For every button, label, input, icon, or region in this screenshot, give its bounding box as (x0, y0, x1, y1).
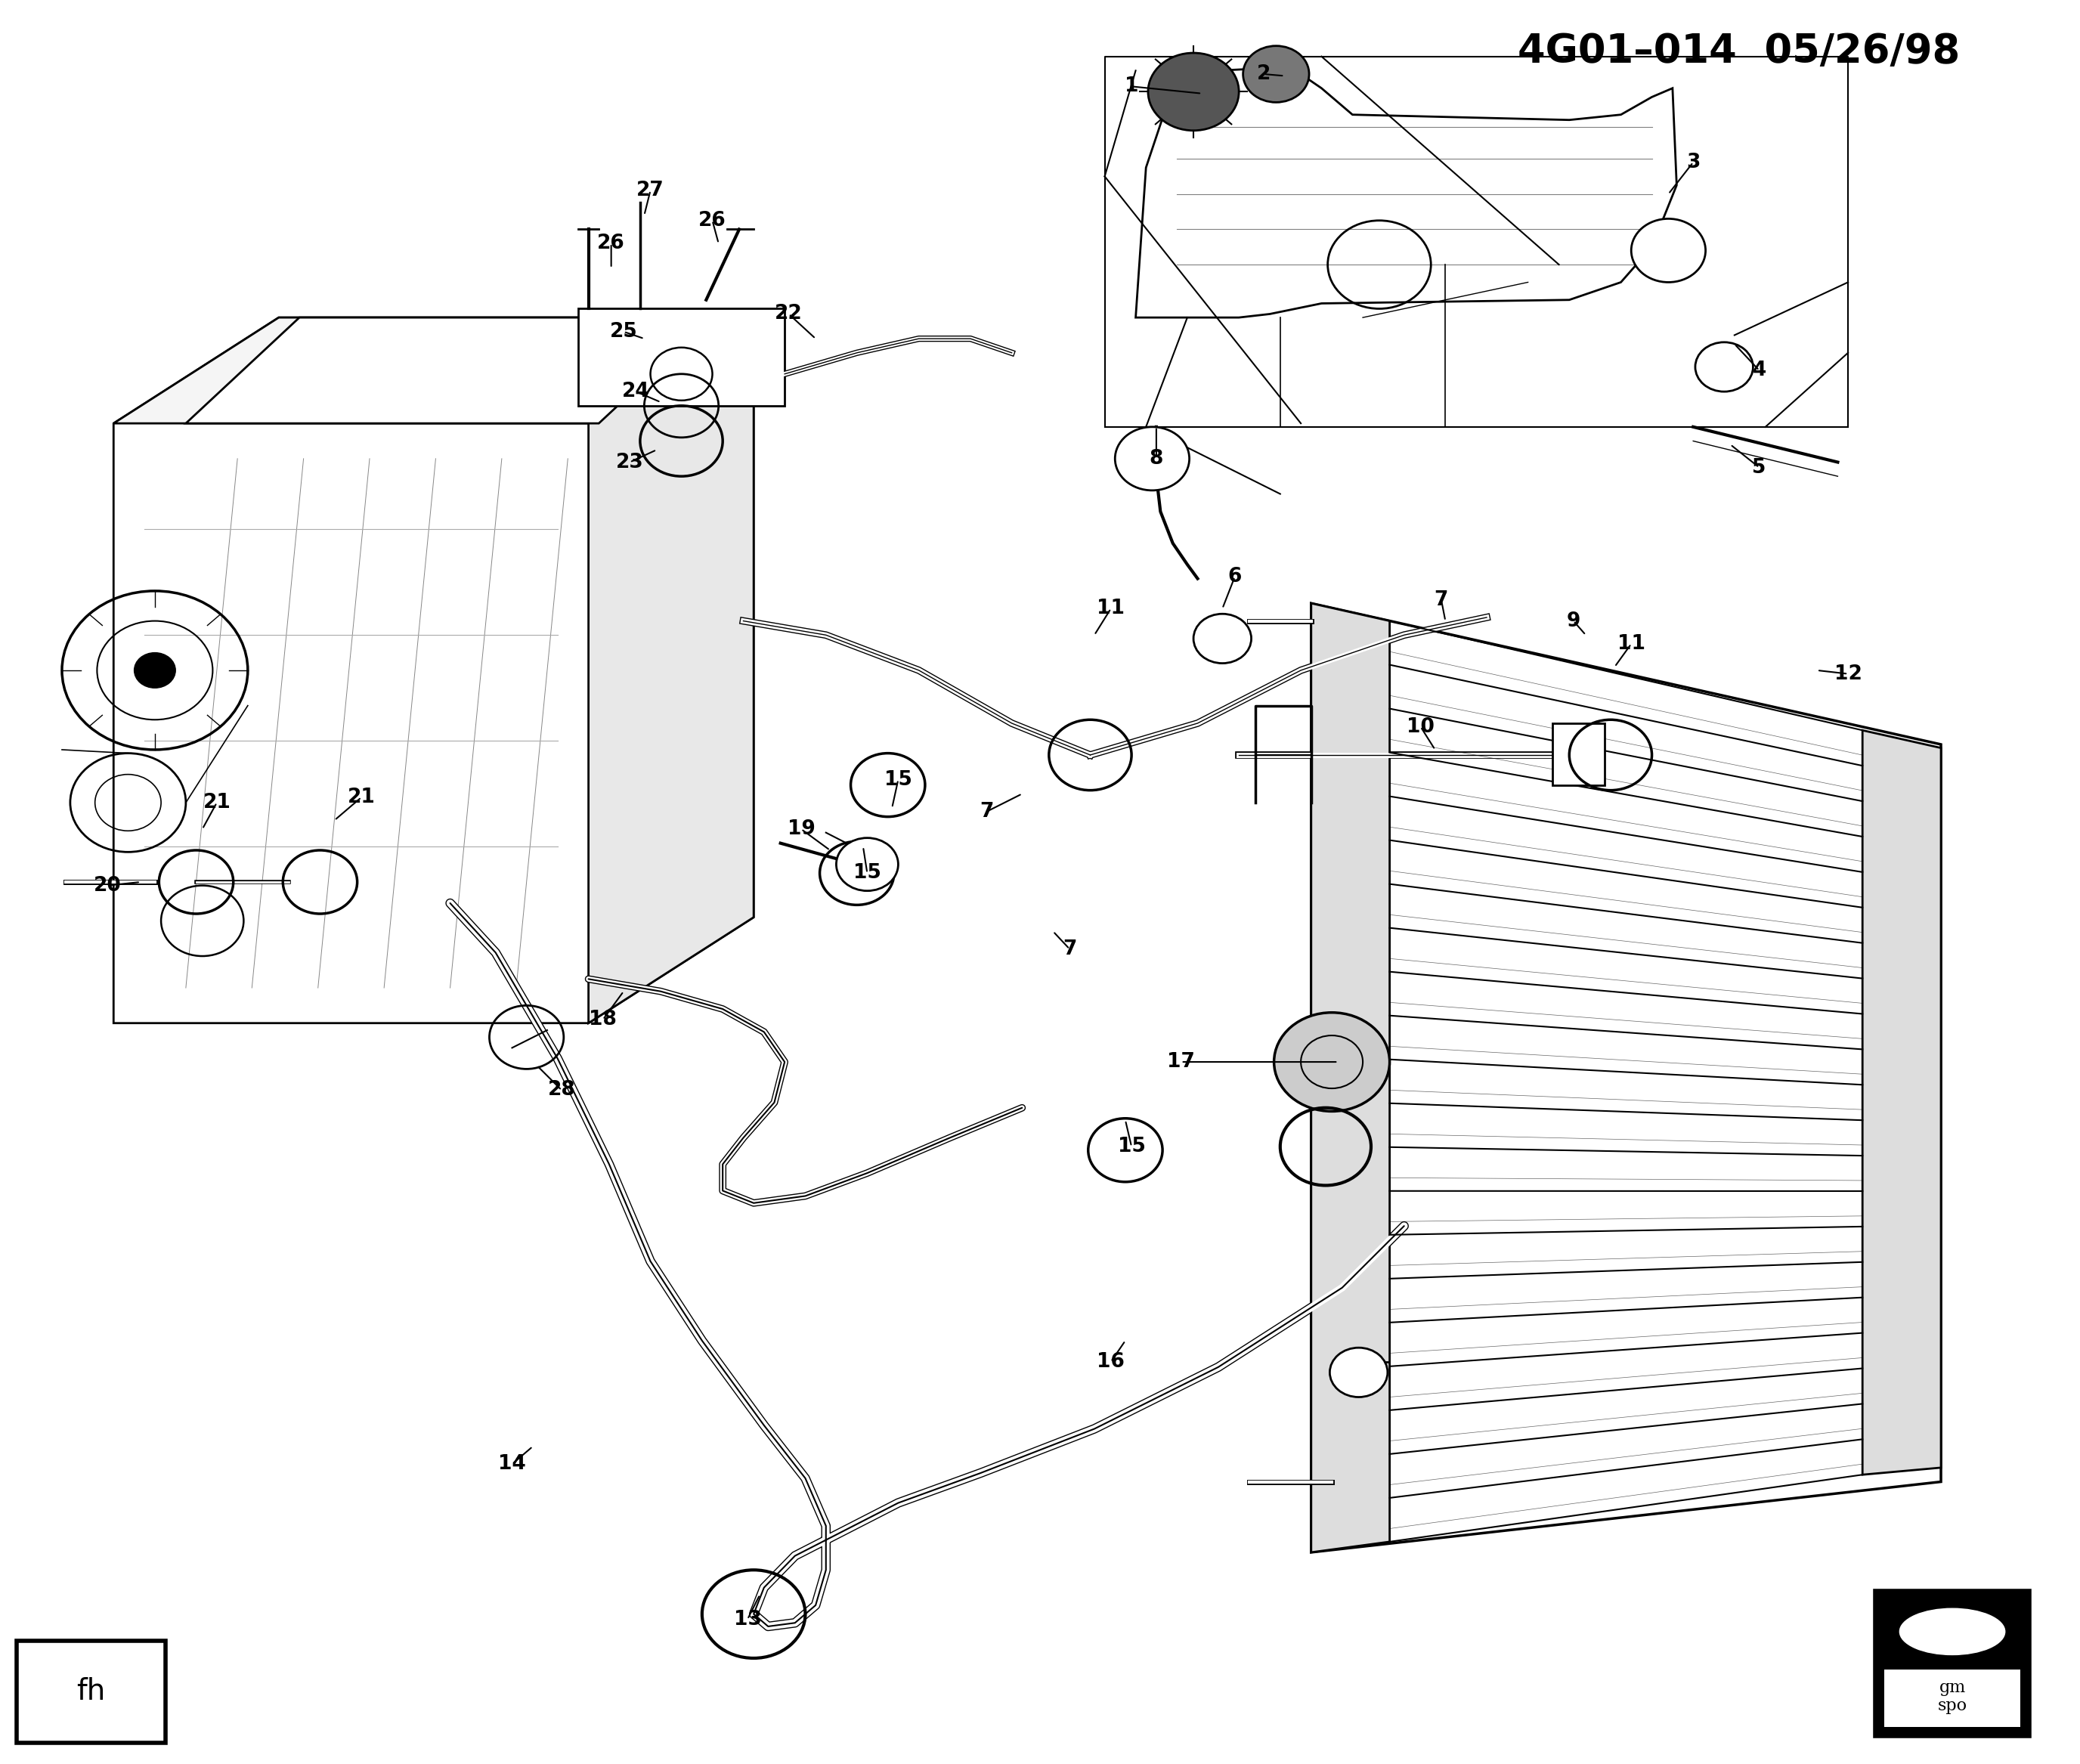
Text: 4G01–014  05/26/98: 4G01–014 05/26/98 (1518, 32, 1959, 71)
Circle shape (1194, 614, 1252, 663)
Text: 11: 11 (1618, 633, 1645, 654)
Polygon shape (1862, 730, 1941, 1475)
Circle shape (1695, 342, 1753, 392)
FancyBboxPatch shape (1874, 1591, 2030, 1736)
Text: 14: 14 (499, 1454, 526, 1475)
Text: gm
spo: gm spo (1939, 1679, 1968, 1715)
Text: 3: 3 (1687, 152, 1699, 173)
Circle shape (836, 838, 899, 891)
Text: 8: 8 (1150, 448, 1163, 469)
Text: 10: 10 (1406, 716, 1435, 737)
Circle shape (1631, 219, 1706, 282)
Text: fh: fh (77, 1678, 106, 1706)
Polygon shape (1310, 603, 1941, 1552)
Ellipse shape (1899, 1609, 2005, 1655)
Polygon shape (185, 318, 711, 423)
Polygon shape (114, 318, 753, 423)
Text: 12: 12 (1835, 663, 1862, 684)
Polygon shape (1310, 603, 1389, 1552)
Polygon shape (114, 318, 753, 1023)
Circle shape (1329, 1348, 1387, 1397)
Text: 27: 27 (636, 180, 664, 201)
Text: 9: 9 (1566, 610, 1581, 632)
Text: 7: 7 (980, 801, 994, 822)
Text: 18: 18 (589, 1009, 618, 1030)
Circle shape (1148, 53, 1240, 131)
FancyBboxPatch shape (578, 309, 784, 406)
Text: 7: 7 (1063, 938, 1077, 960)
Text: 26: 26 (597, 233, 626, 254)
Text: 13: 13 (734, 1609, 761, 1630)
Text: 28: 28 (547, 1080, 576, 1101)
Polygon shape (589, 318, 753, 1023)
Circle shape (1244, 46, 1308, 102)
Text: 20: 20 (94, 875, 121, 896)
Polygon shape (1136, 67, 1676, 318)
Circle shape (1275, 1013, 1389, 1111)
Text: 23: 23 (616, 452, 643, 473)
Text: 11: 11 (1096, 598, 1125, 619)
Text: 21: 21 (347, 787, 374, 808)
Text: 15: 15 (884, 769, 913, 790)
FancyBboxPatch shape (17, 1641, 164, 1743)
FancyBboxPatch shape (1554, 723, 1604, 785)
Text: 22: 22 (776, 303, 803, 325)
Text: 4: 4 (1751, 360, 1766, 381)
Text: 5: 5 (1751, 457, 1766, 478)
Text: 15: 15 (1117, 1136, 1146, 1157)
Text: 25: 25 (609, 321, 636, 342)
Text: 19: 19 (786, 818, 815, 840)
Circle shape (135, 653, 175, 688)
Text: 26: 26 (699, 210, 726, 231)
Text: 1: 1 (1125, 76, 1138, 97)
FancyBboxPatch shape (1884, 1669, 2020, 1727)
Text: 6: 6 (1227, 566, 1242, 587)
Text: 17: 17 (1167, 1051, 1196, 1073)
Text: 21: 21 (204, 792, 231, 813)
Text: 15: 15 (853, 863, 882, 884)
Text: 16: 16 (1096, 1351, 1125, 1372)
Circle shape (1115, 427, 1190, 490)
Text: 2: 2 (1256, 64, 1271, 85)
Text: 24: 24 (622, 381, 649, 402)
Text: 7: 7 (1435, 589, 1448, 610)
